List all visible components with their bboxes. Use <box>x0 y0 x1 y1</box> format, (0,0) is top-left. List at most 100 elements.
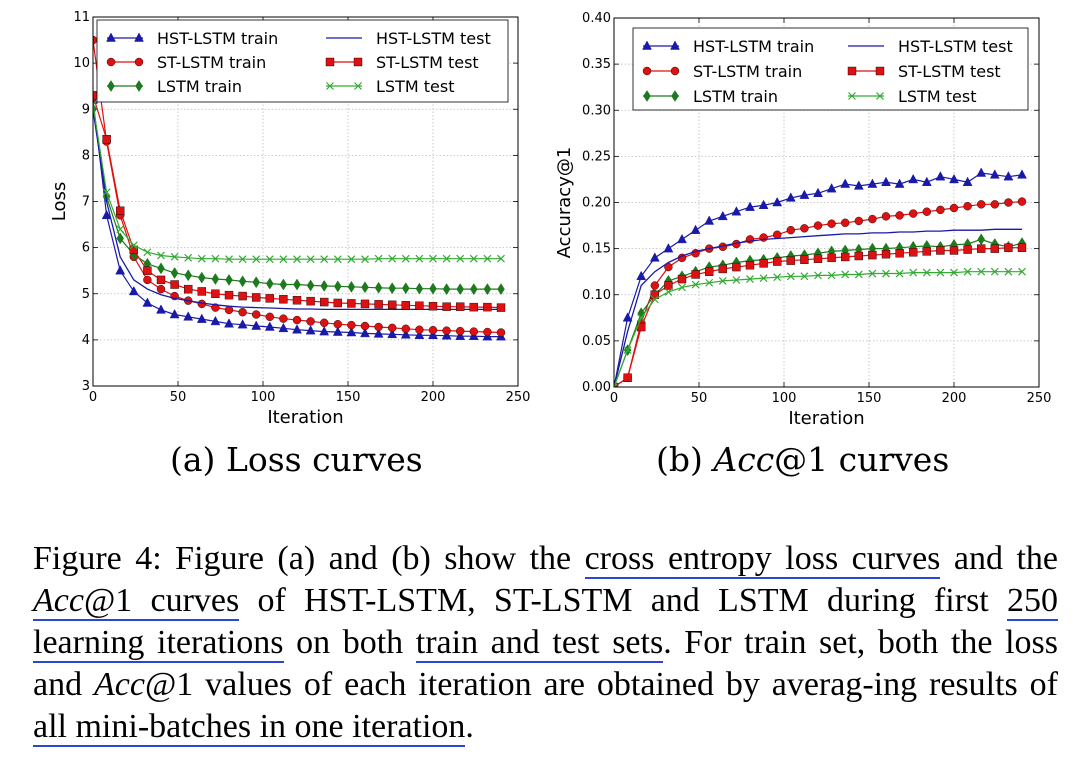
caption-acc-rest: @1 curves <box>83 582 240 619</box>
loss-series-st-lstm-test-point <box>442 302 451 311</box>
loss-series-st-lstm-train-point <box>320 318 329 328</box>
acc-series-hst-lstm-train-point <box>813 187 823 198</box>
loss-legend-entry-lstm-test-marker <box>354 82 362 90</box>
acc-series-st-lstm-train-point <box>650 281 659 290</box>
acc-ytick-label: 0.35 <box>582 57 611 72</box>
loss-series-st-lstm-test-point <box>428 302 438 311</box>
acc-series-st-lstm-train-point <box>936 205 945 215</box>
acc-series-lstm-test-point <box>691 280 700 289</box>
loss-series-lstm-train-point <box>442 283 451 296</box>
acc-series-hst-lstm-train-point <box>772 196 783 207</box>
loss-series-lstm-train-point <box>184 269 192 282</box>
acc-series-hst-lstm-train-point <box>622 312 633 322</box>
loss-series-hst-lstm-train-point <box>441 330 452 340</box>
loss-series-lstm-test-point <box>184 253 193 262</box>
acc-series-lstm-test-point <box>1018 267 1026 276</box>
caption-part-5: . For train set, both the loss and <box>33 624 1058 703</box>
loss-series-hst-lstm-train-point <box>237 319 248 329</box>
acc-series-lstm-test-point <box>868 269 877 278</box>
loss-series-st-lstm-train-point <box>401 324 410 334</box>
acc-plot-frame <box>613 17 1040 388</box>
loss-series-st-lstm-train-point <box>143 275 152 285</box>
acc-series-lstm-test-point <box>773 273 782 282</box>
loss-series-st-lstm-test-point <box>333 298 342 308</box>
loss-series-st-lstm-train-point <box>252 310 261 319</box>
acc-series-hst-lstm-train-point <box>799 189 810 199</box>
loss-series-lstm-train-point <box>170 267 179 279</box>
loss-series-lstm-test-point <box>415 254 424 263</box>
loss-series-st-lstm-test-point <box>143 266 152 275</box>
acc-series-st-lstm-test-point <box>800 255 809 264</box>
caption-acc-italic-2: Acc <box>94 666 145 703</box>
loss-legend-entry-st-lstm-train-marker <box>134 57 144 67</box>
acc-ytick-label: 0.30 <box>582 103 611 118</box>
acc-series-hst-lstm-train-point <box>935 171 946 181</box>
acc-series-hst-lstm-train-point <box>867 178 878 188</box>
acc-legend-entry-lstm-train-marker <box>643 90 651 102</box>
acc-legend-entry-lstm-train-label: LSTM train <box>693 87 778 106</box>
loss-series-st-lstm-train-point <box>483 327 492 337</box>
acc-series-st-lstm-test-line <box>614 247 1022 387</box>
loss-series-hst-lstm-train-point <box>142 297 153 307</box>
acc-series-lstm-test-point <box>922 268 931 277</box>
acc-series-hst-lstm-train-point <box>921 176 932 186</box>
loss-series-lstm-train-point <box>252 276 260 289</box>
loss-series-lstm-test-point <box>456 254 465 263</box>
acc-series-st-lstm-test-point <box>868 250 877 260</box>
loss-series-lstm-train-line <box>93 109 501 290</box>
acc-series-lstm-test-point <box>936 268 945 277</box>
acc-series-st-lstm-test-point <box>745 261 755 270</box>
acc-xtick-label: 100 <box>772 391 797 406</box>
loss-series-lstm-train-point <box>116 232 124 245</box>
loss-series-lstm-test-point <box>347 255 356 264</box>
loss-series-lstm-test-point <box>93 100 97 109</box>
acc-series-hst-lstm-train-point <box>704 215 715 225</box>
acc-series-st-lstm-train-point <box>841 218 850 227</box>
loss-series-st-lstm-test-point <box>156 275 166 285</box>
loss-series-st-lstm-train-point <box>347 320 356 330</box>
acc-series-st-lstm-test-point <box>786 256 795 265</box>
caption-acc-italic: Acc <box>33 582 84 619</box>
loss-series-lstm-train-point <box>347 280 356 293</box>
acc-legend-entry-lstm-test: LSTM test <box>848 87 976 106</box>
acc-series-lstm-test-point <box>950 268 958 277</box>
loss-series-hst-lstm-train-point <box>278 322 289 333</box>
acc-series-lstm-test-point <box>895 269 904 278</box>
acc-series-hst-lstm-train-point <box>840 178 851 188</box>
loss-series-lstm-test-point <box>129 241 138 250</box>
acc-legend-entry-st-lstm-test: ST-LSTM test <box>847 62 1001 81</box>
acc-series-lstm-test-point <box>854 270 863 279</box>
loss-series-lstm-test-point <box>157 251 165 260</box>
subcaption-b-prefix: (b) <box>656 440 703 479</box>
acc-xlabel: Iteration <box>788 408 864 429</box>
acc-series-st-lstm-train-point <box>813 221 823 230</box>
loss-legend-entry-lstm-train-label: LSTM train <box>157 77 242 96</box>
loss-series-lstm-train-point <box>402 282 410 295</box>
loss-series-lstm-test-point <box>252 255 261 264</box>
loss-series-st-lstm-test-point <box>401 301 410 310</box>
acc-series-st-lstm-train-point <box>949 203 959 213</box>
loss-xtick-label: 250 <box>506 390 531 405</box>
acc-series-hst-lstm-train-point <box>649 252 660 262</box>
acc-legend-entry-st-lstm-train-label: ST-LSTM train <box>693 62 802 81</box>
caption-part-3: of HST-LSTM, ST-LSTM and LSTM during fir… <box>239 582 1008 619</box>
loss-ylabel: Loss <box>49 182 70 221</box>
caption-highlight-mini-batches: all mini-batches in one iteration <box>33 708 466 747</box>
acc-series-hst-lstm-train-point <box>853 180 864 190</box>
loss-legend-entry-st-lstm-train: ST-LSTM train <box>106 53 266 72</box>
loss-legend-entry-st-lstm-train-label: ST-LSTM train <box>157 53 266 72</box>
loss-series-lstm-train-point <box>293 278 301 291</box>
loss-series-hst-lstm-train-point <box>346 326 357 337</box>
loss-series-st-lstm-test-point <box>102 135 111 144</box>
acc-series-st-lstm-test-point <box>732 262 741 272</box>
loss-series-lstm-train-point <box>238 275 247 288</box>
caption-part-7: . <box>465 708 474 745</box>
acc-series-hst-lstm-train-point <box>962 176 973 186</box>
loss-series-st-lstm-train-point <box>360 321 370 331</box>
acc-series-st-lstm-test-point <box>827 253 836 263</box>
acc-series-lstm-test-point <box>963 267 972 276</box>
loss-series-st-lstm-train-point <box>442 326 451 335</box>
acc-series-st-lstm-test-point <box>691 270 700 279</box>
loss-series-hst-lstm-train-point <box>455 330 466 340</box>
loss-series-st-lstm-test-point <box>347 299 356 308</box>
